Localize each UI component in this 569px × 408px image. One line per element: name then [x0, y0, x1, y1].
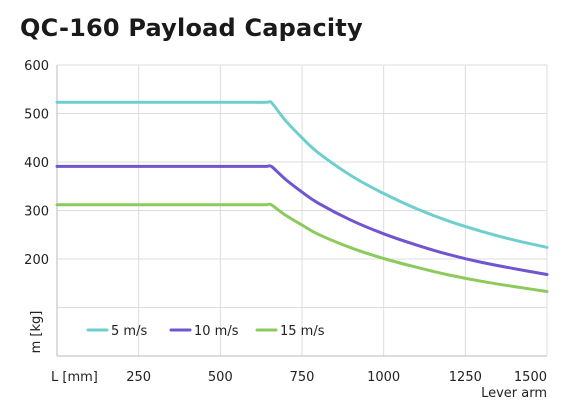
y-tick-label: 200: [24, 253, 49, 268]
legend-label-5-m-s: 5 m/s: [111, 324, 147, 339]
x-tick-label: 1500: [514, 370, 547, 385]
x-axis-unit-label: L [mm]: [51, 370, 98, 385]
y-tick-label: 300: [24, 205, 49, 220]
series: [55, 100, 549, 293]
x-axis-label: Lever arm: [481, 386, 547, 401]
y-tick-label: 500: [24, 108, 49, 123]
x-tick-label: 750: [290, 370, 315, 385]
series-line-15-m-s: [55, 202, 549, 293]
y-tick-label: 600: [24, 59, 49, 74]
legend-label-10-m-s: 10 m/s: [194, 324, 239, 339]
grid: [57, 64, 548, 356]
axes: 200 300 400 500 600 250 500 750 1000 1250 1500: [24, 59, 547, 385]
x-tick-label: 1000: [367, 370, 400, 385]
legend: 5 m/s 10 m/s 15 m/s: [86, 324, 325, 339]
x-tick-label: 500: [208, 370, 233, 385]
x-tick-label: 1250: [449, 370, 482, 385]
chart-title: QC-160 Payload Capacity: [20, 14, 363, 42]
x-tick-label: 250: [126, 370, 151, 385]
series-line-5-m-s: [55, 100, 549, 249]
legend-label-15-m-s: 15 m/s: [280, 324, 325, 339]
y-tick-label: 400: [24, 156, 49, 171]
series-line-10-m-s: [55, 164, 549, 276]
y-axis-label: m [kg]: [29, 311, 44, 354]
